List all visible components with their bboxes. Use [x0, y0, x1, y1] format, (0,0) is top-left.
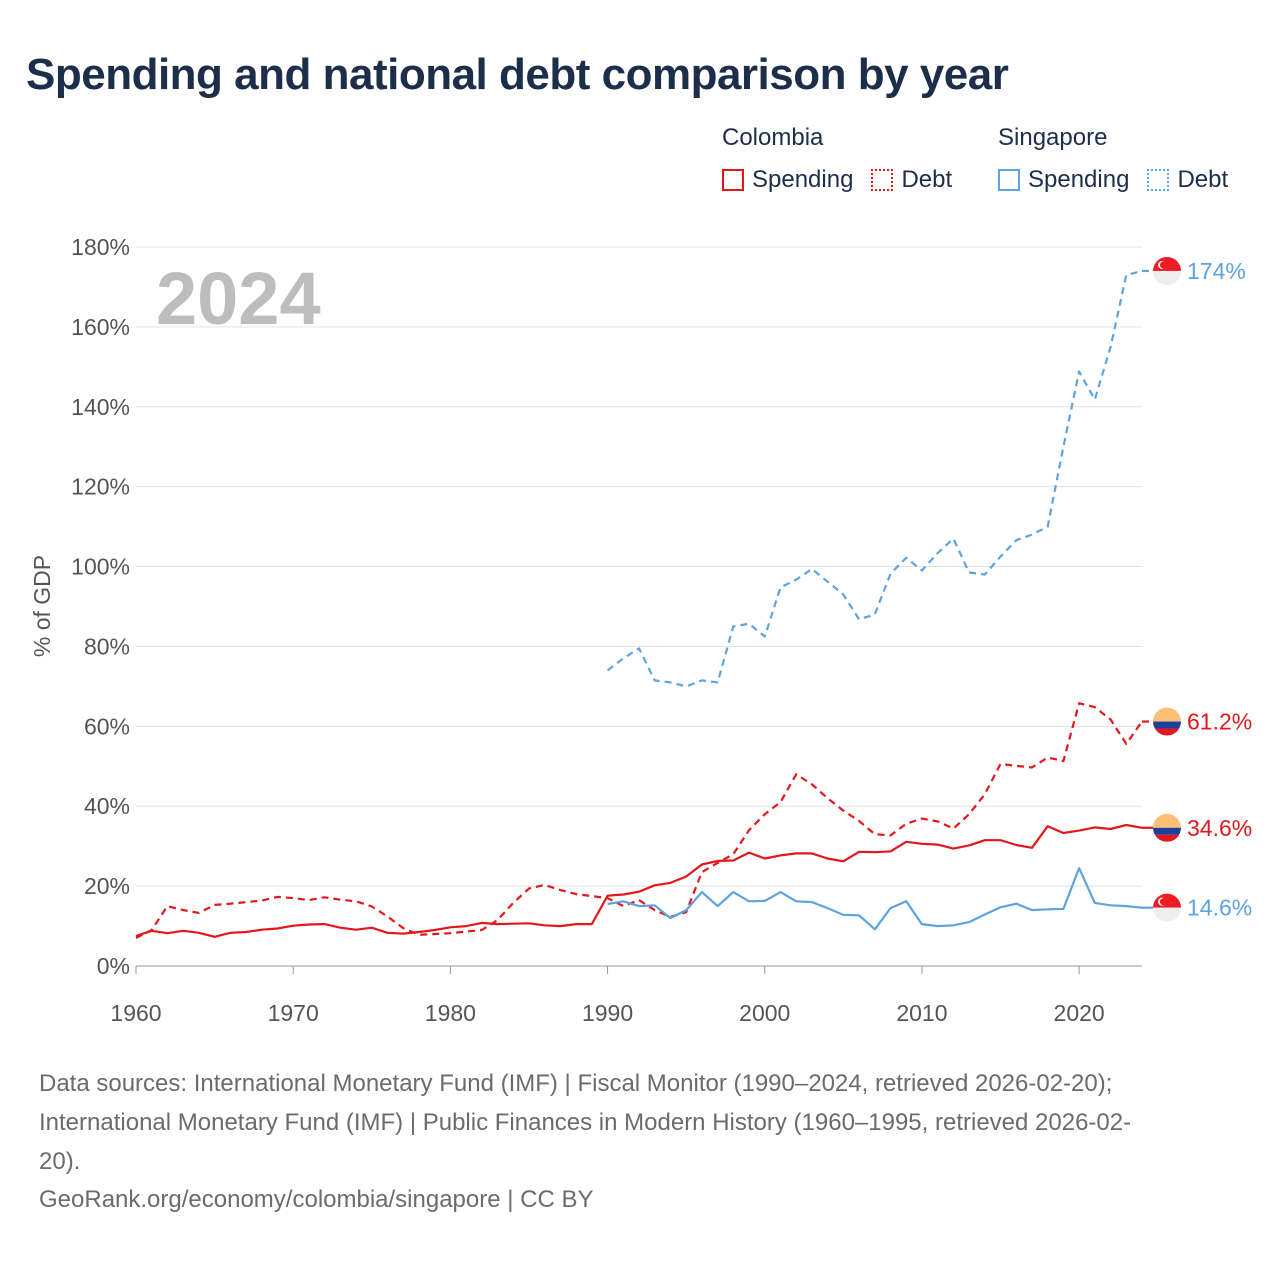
legend-swatch-solid-icon [998, 169, 1020, 191]
legend-label: Debt [901, 166, 953, 193]
legend-row-singapore: Spending Debt [998, 166, 1228, 194]
legend-label: Spending [1028, 166, 1130, 193]
end-value-label: 174% [1187, 258, 1246, 284]
legend-label: Debt [1177, 166, 1229, 193]
legend-group-singapore: Singapore [998, 124, 1108, 151]
y-tick-label: 180% [71, 234, 130, 260]
end-value-label: 61.2% [1187, 709, 1252, 735]
y-tick-label: 160% [71, 314, 130, 340]
series-end-labels: 34.6% 61.2% 14.6% 174% [1142, 256, 1252, 922]
series-line-colombia-debt[interactable] [135, 702, 1143, 939]
y-tick-label: 0% [97, 953, 130, 979]
line-chart: 0%20%40%60%80%100%120%140%160%180% 1960 1… [29, 234, 1252, 1026]
y-tick-label: 40% [84, 793, 130, 819]
footer-attribution[interactable]: GeoRank.org/economy/colombia/singapore |… [39, 1186, 594, 1213]
y-tick-label: 60% [84, 713, 130, 739]
legend-swatch-dotted-icon [871, 169, 894, 191]
y-tick-label: 140% [71, 394, 130, 420]
legend-swatch-dotted-icon [1147, 169, 1170, 191]
x-tick-label: 1990 [582, 1000, 633, 1026]
year-watermark: 2024 [156, 257, 321, 340]
x-tick-label: 1970 [268, 1000, 319, 1026]
footer-source-line-3: 20). [39, 1148, 81, 1175]
x-tick-label: 2010 [896, 1000, 947, 1026]
legend-item-singapore-spending[interactable]: Spending [998, 166, 1129, 194]
y-tick-label: 20% [84, 873, 130, 899]
y-tick-label: 80% [84, 633, 130, 659]
legend-item-singapore-debt[interactable]: Debt [1147, 166, 1228, 194]
footer-source-line-1: Data sources: International Monetary Fun… [39, 1070, 1113, 1097]
x-tick-label: 1980 [425, 1000, 476, 1026]
grid-lines [136, 246, 1142, 967]
series-line-colombia-spending[interactable] [135, 823, 1143, 938]
x-tick-label: 2020 [1054, 1000, 1105, 1026]
legend-group-colombia: Colombia [722, 124, 824, 151]
colombia-flag-icon [1153, 813, 1181, 842]
footer-source-line-2: International Monetary Fund (IMF) | Publ… [39, 1109, 1132, 1136]
series-lines [135, 269, 1143, 939]
x-tick-label: 1960 [110, 1000, 161, 1026]
series-line-singapore-spending[interactable] [607, 867, 1143, 931]
y-tick-label: 100% [71, 554, 130, 580]
y-tick-label: 120% [71, 474, 130, 500]
singapore-flag-icon [1153, 893, 1181, 922]
x-tick-label: 2000 [739, 1000, 790, 1026]
y-axis-label: % of GDP [29, 555, 55, 657]
x-axis-ticks: 1960 1970 1980 1990 2000 2010 2020 [110, 966, 1105, 1026]
singapore-flag-icon [1153, 256, 1181, 285]
end-value-label: 34.6% [1187, 815, 1252, 841]
legend-swatch-solid-icon [722, 169, 744, 191]
y-axis-ticks: 0% 20% 40% 60% 80% 100% 120% 140% 160% 180% [71, 234, 130, 979]
legend-item-colombia-spending[interactable]: Spending [722, 166, 853, 194]
legend-row-colombia: Spending Debt [722, 166, 970, 194]
end-value-label: 14.6% [1187, 895, 1252, 921]
colombia-flag-icon [1153, 707, 1181, 736]
legend-item-colombia-debt[interactable]: Debt [871, 166, 952, 194]
series-line-singapore-debt[interactable] [606, 269, 1143, 688]
chart-title: Spending and national debt comparison by… [26, 50, 1009, 99]
legend-label: Spending [752, 166, 854, 193]
